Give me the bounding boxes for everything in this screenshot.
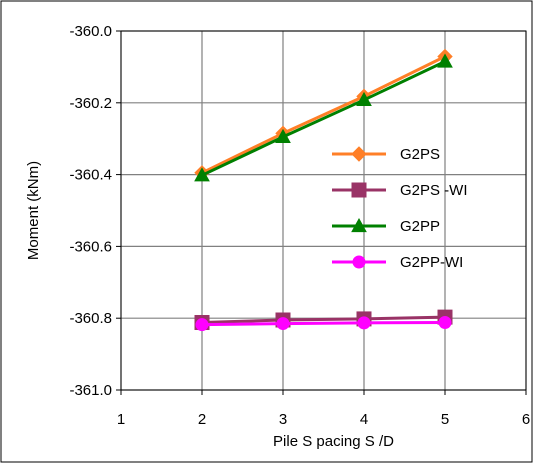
data-point bbox=[275, 128, 291, 144]
y-axis-title: Moment (kNm) bbox=[25, 161, 42, 260]
data-point bbox=[195, 318, 209, 332]
y-axis-ticks: -360.0 -360.2 -360.4 -360.6 -360.8 -361.0 bbox=[69, 23, 121, 399]
x-tick-label: 6 bbox=[522, 411, 530, 428]
x-tick-label: 5 bbox=[441, 411, 449, 428]
legend-label: G2PP bbox=[400, 218, 440, 235]
y-tick-label: -360.6 bbox=[69, 238, 112, 255]
legend-entry: G2PS bbox=[332, 146, 440, 163]
data-point bbox=[438, 316, 452, 330]
plot-area bbox=[120, 30, 527, 391]
series-line bbox=[201, 321, 446, 327]
data-point bbox=[437, 53, 453, 68]
y-tick-label: -361.0 bbox=[69, 382, 112, 399]
data-point bbox=[357, 316, 371, 330]
legend-marker bbox=[351, 146, 367, 162]
y-tick-label: -360.2 bbox=[69, 95, 112, 112]
x-axis-ticks: 1 2 3 4 5 6 bbox=[117, 390, 530, 428]
data-point bbox=[276, 317, 290, 331]
x-tick-label: 4 bbox=[360, 411, 368, 428]
legend-label: G2PS -WI bbox=[400, 182, 468, 199]
data-point bbox=[356, 91, 372, 107]
legend-entry: G2PP-WI bbox=[332, 254, 463, 271]
data-point bbox=[194, 167, 210, 182]
legend-marker bbox=[351, 217, 367, 233]
y-tick-label: -360.8 bbox=[69, 310, 112, 327]
series-line bbox=[201, 315, 446, 325]
legend-entry: G2PS -WI bbox=[332, 182, 468, 199]
legend-marker bbox=[352, 255, 366, 269]
x-tick-label: 3 bbox=[279, 411, 287, 428]
series-line bbox=[201, 60, 446, 177]
series-3 bbox=[194, 53, 453, 182]
legend: G2PS G2PS -WI G2PP G2PP-WI bbox=[332, 146, 468, 271]
legend-marker bbox=[351, 182, 367, 198]
y-tick-label: -360.4 bbox=[69, 167, 112, 184]
x-axis-title: Pile S pacing S /D bbox=[273, 433, 394, 450]
series-group bbox=[194, 48, 453, 332]
legend-label: G2PP-WI bbox=[400, 254, 463, 271]
x-tick-label: 2 bbox=[198, 411, 206, 428]
series-4 bbox=[195, 316, 452, 332]
legend-label: G2PS bbox=[400, 146, 440, 163]
x-tick-label: 1 bbox=[117, 411, 125, 428]
series-line bbox=[201, 55, 446, 175]
legend-entry: G2PP bbox=[332, 217, 440, 235]
y-tick-label: -360.0 bbox=[69, 23, 112, 40]
